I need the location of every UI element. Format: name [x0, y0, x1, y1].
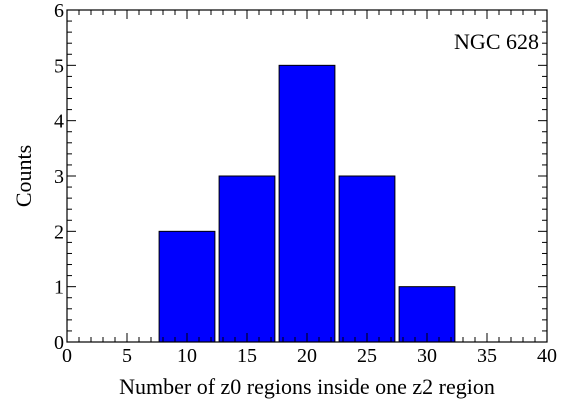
x-tick-label: 20: [297, 345, 317, 367]
tick-labels-group: 0 5 10 15 20 25 30 35 40 0 1 2 3 4 5 6: [54, 0, 557, 367]
y-tick-label: 6: [54, 0, 64, 22]
y-tick-label: 2: [54, 221, 64, 243]
bar-10: [158, 230, 216, 343]
ticks-group: [66, 9, 548, 343]
y-tick-label: 1: [54, 277, 64, 299]
y-tick-label: 5: [54, 55, 64, 77]
chart-annotation: NGC 628: [454, 29, 539, 54]
x-tick-label: 0: [62, 345, 72, 367]
bar-15: [218, 175, 276, 343]
plot-frame: [66, 9, 548, 343]
bars-group: [158, 64, 456, 343]
x-tick-label: 15: [237, 345, 257, 367]
bar-25: [338, 175, 396, 343]
x-tick-label: 40: [537, 345, 557, 367]
x-tick-label: 35: [477, 345, 497, 367]
bar-20: [278, 64, 336, 343]
y-tick-label: 4: [54, 111, 64, 133]
x-tick-label: 5: [122, 345, 132, 367]
x-axis-label: Number of z0 regions inside one z2 regio…: [119, 374, 495, 399]
y-axis-label: Counts: [11, 145, 36, 207]
x-tick-label: 30: [417, 345, 437, 367]
bar-30: [398, 286, 456, 343]
x-tick-label: 25: [357, 345, 377, 367]
y-tick-label: 3: [54, 166, 64, 188]
x-tick-label: 10: [177, 345, 197, 367]
y-tick-label: 0: [54, 332, 64, 354]
